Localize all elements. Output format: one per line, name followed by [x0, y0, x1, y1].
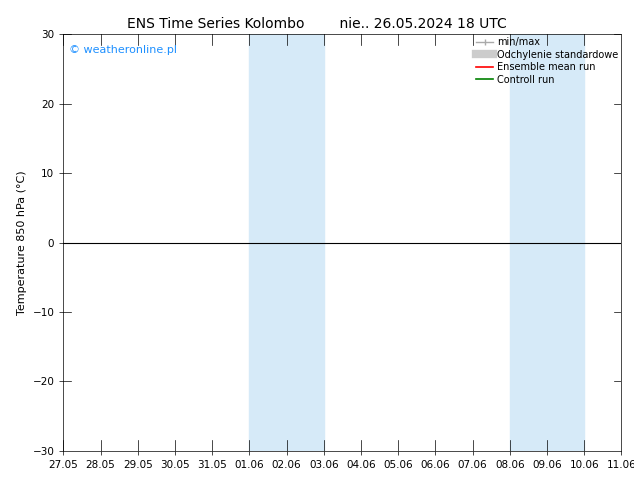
Text: © weatheronline.pl: © weatheronline.pl: [69, 45, 177, 55]
Bar: [249, 34, 324, 451]
Text: ENS Time Series Kolombo        nie.. 26.05.2024 18 UTC: ENS Time Series Kolombo nie.. 26.05.2024…: [127, 17, 507, 31]
Bar: [510, 34, 584, 451]
Legend: min/max, Odchylenie standardowe, Ensemble mean run, Controll run: min/max, Odchylenie standardowe, Ensembl…: [474, 35, 620, 86]
Y-axis label: Temperature 850 hPa (°C): Temperature 850 hPa (°C): [17, 170, 27, 315]
